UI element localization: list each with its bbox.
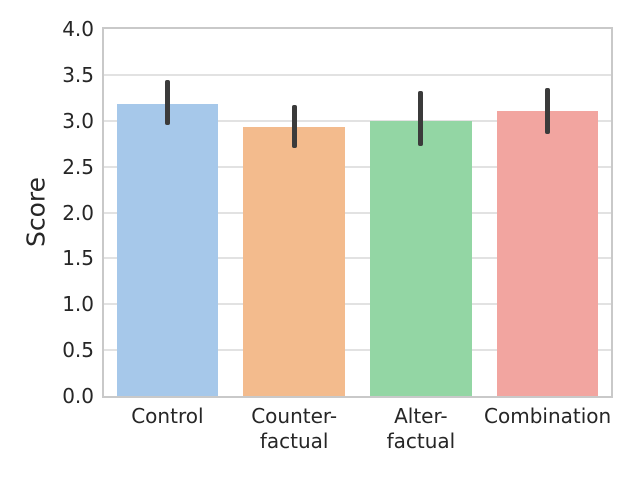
bar-control <box>116 104 219 396</box>
y-tick-label: 2.5 <box>62 154 94 179</box>
y-tick-label: 0.0 <box>62 384 94 408</box>
x-tick-label: Control <box>131 404 204 428</box>
error-bar <box>545 87 551 134</box>
y-tick-label: 3.0 <box>62 108 94 133</box>
plot-area <box>102 27 613 398</box>
gridline-y-2.5 <box>104 165 611 168</box>
x-tick-label: Alter- factual <box>386 404 456 453</box>
gridline-y-2.0 <box>104 211 611 214</box>
y-tick-label: 2.0 <box>62 200 94 225</box>
y-tick-label: 3.5 <box>62 62 94 87</box>
gridline-y-1.5 <box>104 257 611 260</box>
x-tick-label: Counter- factual <box>251 404 338 453</box>
gridline-y-0.5 <box>104 349 611 352</box>
error-bar <box>164 80 170 126</box>
x-axis-tick-labels: Control Counter- factual Alter- factual Com… <box>102 404 613 464</box>
gridline-y-3.5 <box>104 73 611 76</box>
x-tick-label: Combination <box>484 404 612 428</box>
bar-alter-factual <box>370 120 472 396</box>
gridline-y-3.0 <box>104 119 611 122</box>
error-bar <box>418 90 424 147</box>
bar-combination <box>496 110 599 396</box>
error-bar <box>291 105 297 149</box>
gridline-y-1.0 <box>104 303 611 306</box>
y-axis-tick-labels: 0.0 0.5 1.0 1.5 2.0 2.5 3.0 3.5 4.0 <box>0 17 94 408</box>
y-tick-label: 1.5 <box>62 246 94 271</box>
y-tick-label: 4.0 <box>62 17 94 41</box>
bar-counter-factual <box>243 127 345 396</box>
y-tick-label: 1.0 <box>62 292 94 317</box>
y-tick-label: 0.5 <box>62 338 94 363</box>
